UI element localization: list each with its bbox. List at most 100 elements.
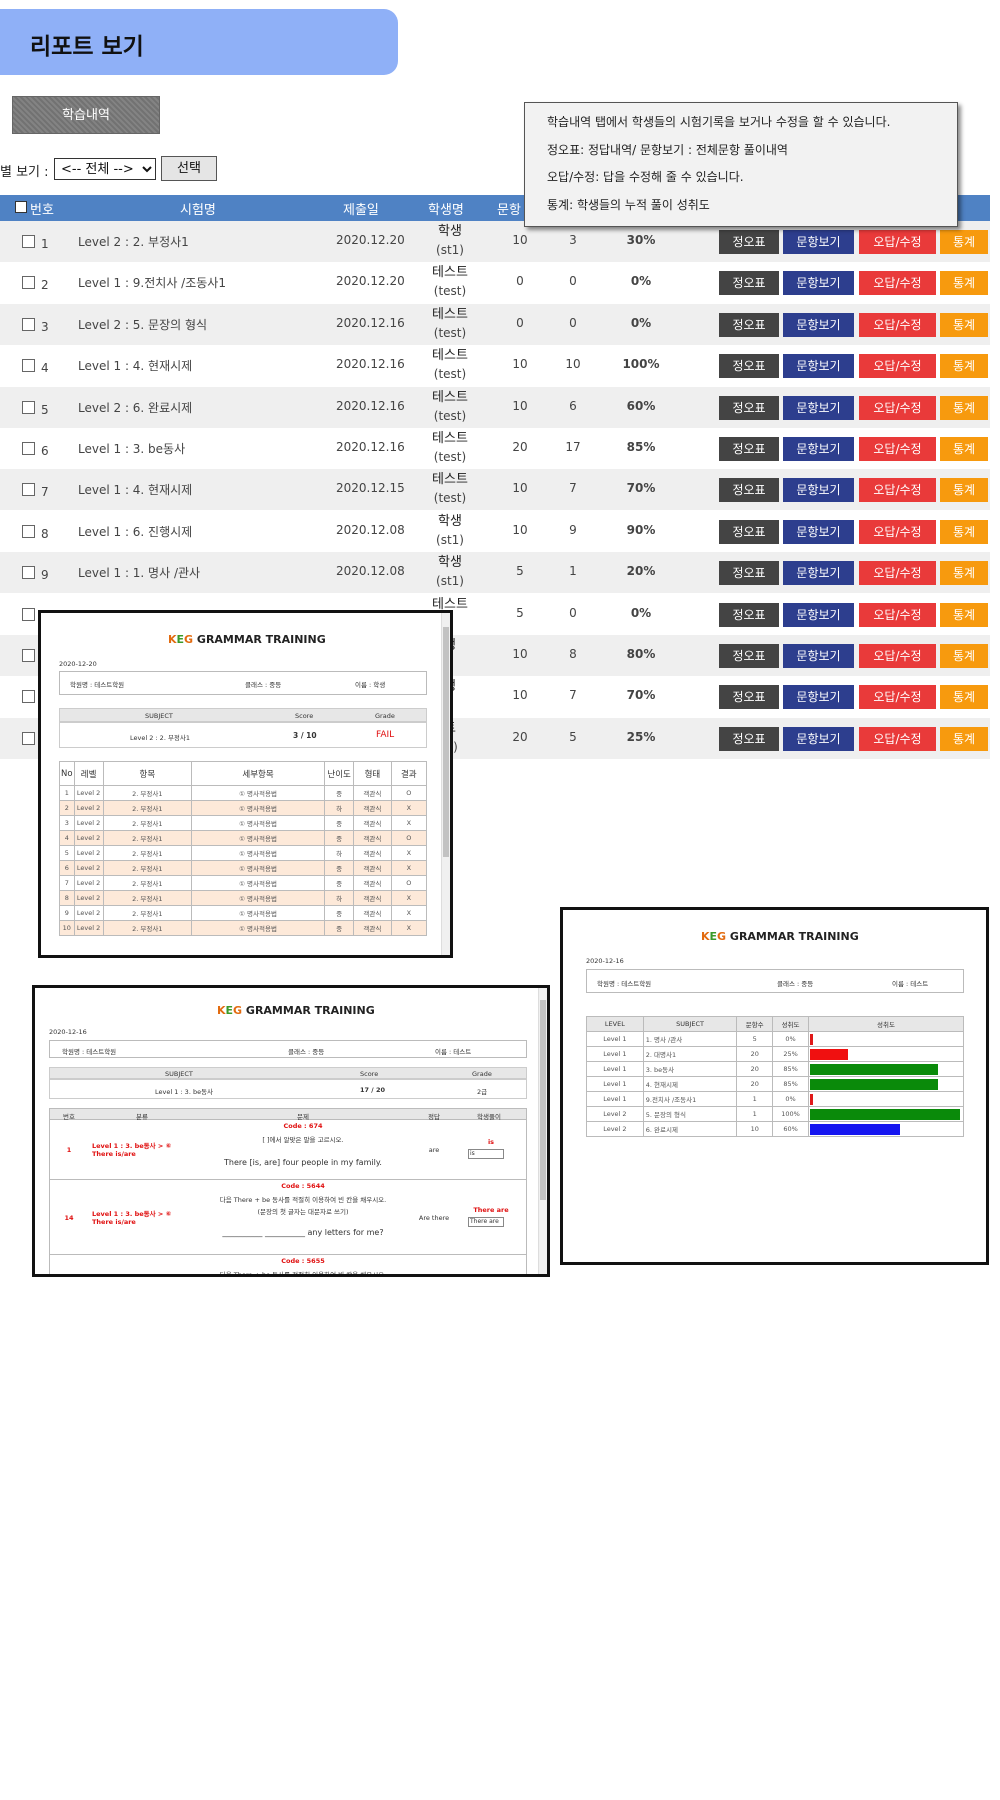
view-questions-button[interactable]: 문항보기 bbox=[783, 726, 854, 751]
statistics-button[interactable]: 통계 bbox=[940, 354, 988, 379]
answer-sheet-button[interactable]: 정오표 bbox=[719, 312, 779, 337]
view-questions-button[interactable]: 문항보기 bbox=[783, 271, 854, 296]
popup-logo: KEG GRAMMAR TRAINING bbox=[168, 633, 326, 646]
student-answer-input[interactable]: is bbox=[468, 1149, 504, 1159]
answer-sheet-button[interactable]: 정오표 bbox=[719, 478, 779, 503]
stats-subject: 2. 대명사1 bbox=[642, 1046, 738, 1062]
row-checkbox[interactable] bbox=[22, 566, 35, 580]
answer-cell: 객관식 bbox=[353, 920, 392, 936]
subject-header: SUBJECT Score Grade bbox=[49, 1067, 527, 1079]
answer-sheet-button[interactable]: 정오표 bbox=[719, 354, 779, 379]
edit-wrong-answers-button[interactable]: 오답/수정 bbox=[859, 561, 936, 586]
answer-sheet-button[interactable]: 정오표 bbox=[719, 726, 779, 751]
view-questions-button[interactable]: 문항보기 bbox=[783, 644, 854, 668]
statistics-button[interactable]: 통계 bbox=[940, 437, 988, 461]
grade-value: FAIL bbox=[376, 730, 395, 740]
row-checkbox[interactable] bbox=[22, 359, 35, 373]
student-cell: 학생 (st1) bbox=[420, 223, 480, 259]
stats-header: LEVEL SUBJECT 문항수 성취도 성취도 bbox=[586, 1016, 965, 1032]
view-questions-button[interactable]: 문항보기 bbox=[783, 685, 854, 710]
edit-wrong-answers-button[interactable]: 오답/수정 bbox=[859, 230, 936, 254]
logo-mark-icon: KEG bbox=[701, 930, 727, 943]
edit-wrong-answers-button[interactable]: 오답/수정 bbox=[859, 395, 936, 420]
statistics-button[interactable]: 통계 bbox=[940, 685, 988, 710]
row-checkbox[interactable] bbox=[22, 731, 35, 745]
popup-scrollbar[interactable] bbox=[441, 613, 450, 955]
answer-sheet-button[interactable]: 정오표 bbox=[719, 685, 779, 710]
statistics-button[interactable]: 통계 bbox=[940, 644, 988, 668]
answer-cell: 객관식 bbox=[353, 860, 392, 876]
answer-table-header: No 레벨 항목 세부항목 난이도 형태 결과 bbox=[59, 761, 428, 786]
stats-subject: 6. 완료시제 bbox=[642, 1121, 738, 1137]
scroll-thumb[interactable] bbox=[540, 1000, 546, 1200]
answer-cell: 10 bbox=[59, 920, 75, 936]
view-questions-button[interactable]: 문항보기 bbox=[783, 602, 854, 627]
answer-sheet-button[interactable]: 정오표 bbox=[719, 230, 779, 254]
edit-wrong-answers-button[interactable]: 오답/수정 bbox=[859, 271, 936, 296]
row-checkbox[interactable] bbox=[22, 442, 35, 455]
answer-sheet-button[interactable]: 정오표 bbox=[719, 519, 779, 544]
popup-scrollbar[interactable] bbox=[538, 988, 547, 1274]
edit-wrong-answers-button[interactable]: 오답/수정 bbox=[859, 644, 936, 668]
answer-sheet-button[interactable]: 정오표 bbox=[719, 437, 779, 461]
edit-wrong-answers-button[interactable]: 오답/수정 bbox=[859, 726, 936, 751]
edit-wrong-answers-button[interactable]: 오답/수정 bbox=[859, 354, 936, 379]
edit-wrong-answers-button[interactable]: 오답/수정 bbox=[859, 602, 936, 627]
statistics-button[interactable]: 통계 bbox=[940, 271, 988, 296]
view-questions-button[interactable]: 문항보기 bbox=[783, 478, 854, 503]
statistics-popup: KEG GRAMMAR TRAINING 2020-12-16 학원명 : 테스… bbox=[560, 907, 989, 1265]
row-checkbox[interactable] bbox=[22, 483, 35, 497]
statistics-button[interactable]: 통계 bbox=[940, 478, 988, 503]
row-checkbox[interactable] bbox=[22, 400, 35, 414]
edit-wrong-answers-button[interactable]: 오답/수정 bbox=[859, 685, 936, 710]
student-id: (test) bbox=[433, 367, 467, 382]
statistics-button[interactable]: 통계 bbox=[940, 395, 988, 420]
view-questions-button[interactable]: 문항보기 bbox=[783, 312, 854, 337]
row-checkbox[interactable] bbox=[22, 690, 35, 704]
edit-wrong-answers-button[interactable]: 오답/수정 bbox=[859, 312, 936, 337]
stats-bar bbox=[809, 1048, 848, 1060]
filter-select[interactable]: <-- 전체 --> bbox=[54, 158, 156, 180]
select-button[interactable]: 선택 bbox=[161, 156, 217, 181]
edit-wrong-answers-button[interactable]: 오답/수정 bbox=[859, 519, 936, 544]
scroll-thumb[interactable] bbox=[443, 627, 449, 857]
edit-wrong-answers-button[interactable]: 오답/수정 bbox=[859, 478, 936, 503]
student-name: 테스트 bbox=[432, 389, 468, 405]
row-checkbox[interactable] bbox=[22, 276, 35, 290]
row-checkbox[interactable] bbox=[22, 235, 35, 248]
answer-sheet-button[interactable]: 정오표 bbox=[719, 644, 779, 668]
answer-sheet-button[interactable]: 정오표 bbox=[719, 271, 779, 296]
answer-sheet-button[interactable]: 정오표 bbox=[719, 561, 779, 586]
view-questions-button[interactable]: 문항보기 bbox=[783, 561, 854, 586]
select-all-checkbox[interactable] bbox=[15, 201, 27, 213]
row-checkbox[interactable] bbox=[22, 607, 35, 621]
answer-cell: 2. 부정사1 bbox=[102, 860, 193, 876]
test-name: Level 1 : 4. 현재시제 bbox=[78, 483, 193, 498]
view-questions-button[interactable]: 문항보기 bbox=[783, 354, 854, 379]
statistics-button[interactable]: 통계 bbox=[940, 519, 988, 544]
answer-sheet-button[interactable]: 정오표 bbox=[719, 395, 779, 420]
statistics-button[interactable]: 통계 bbox=[940, 561, 988, 586]
student-name: 학생 bbox=[438, 224, 462, 239]
row-checkbox[interactable] bbox=[22, 524, 35, 538]
stats-subject: 4. 현재시제 bbox=[642, 1076, 738, 1092]
answer-cell: 1 bbox=[59, 785, 75, 801]
view-questions-button[interactable]: 문항보기 bbox=[783, 519, 854, 544]
student-name: 테스트 bbox=[432, 265, 468, 281]
view-questions-button[interactable]: 문항보기 bbox=[783, 230, 854, 254]
row-checkbox[interactable] bbox=[22, 649, 35, 662]
view-questions-button[interactable]: 문항보기 bbox=[783, 395, 854, 420]
answer-sheet-button[interactable]: 정오표 bbox=[719, 602, 779, 627]
stats-rate: 0% bbox=[772, 1091, 809, 1107]
statistics-button[interactable]: 통계 bbox=[940, 312, 988, 337]
student-answer-input[interactable]: There are bbox=[468, 1216, 504, 1227]
submit-date: 2020.12.20 bbox=[336, 274, 405, 289]
statistics-button[interactable]: 통계 bbox=[940, 230, 988, 254]
row-checkbox[interactable] bbox=[22, 317, 35, 331]
statistics-button[interactable]: 통계 bbox=[940, 726, 988, 751]
edit-wrong-answers-button[interactable]: 오답/수정 bbox=[859, 437, 936, 461]
view-questions-button[interactable]: 문항보기 bbox=[783, 437, 854, 461]
statistics-button[interactable]: 통계 bbox=[940, 602, 988, 627]
question-header: 번호 분류 문제 정답 학생풀이 bbox=[49, 1108, 527, 1121]
tab-study-history[interactable]: 학습내역 bbox=[12, 96, 160, 134]
